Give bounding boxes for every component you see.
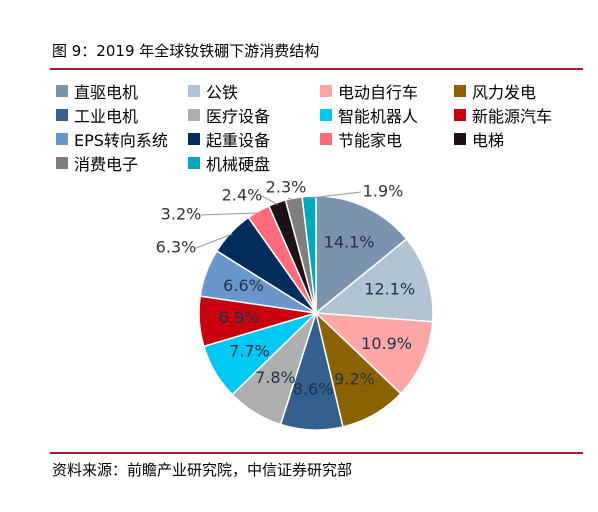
legend-swatch [188, 157, 200, 169]
slice-value-label: 6.6% [223, 276, 264, 295]
legend-swatch [454, 133, 466, 145]
slice-value-label: 12.1% [364, 279, 415, 298]
legend-label: 消费电子 [74, 155, 139, 174]
pie-slice [313, 312, 434, 395]
legend-swatch [320, 133, 332, 145]
legend-item: 电动自行车 [320, 80, 418, 102]
legend-swatch [56, 157, 68, 169]
slice-value-label: 8.6% [293, 380, 334, 399]
legend-label: 公铁 [206, 83, 239, 102]
legend-item: 机械硬盘 [188, 152, 270, 174]
leader-lines [195, 191, 362, 249]
leader-line [309, 191, 362, 199]
slice-value-label: 14.1% [324, 233, 375, 252]
slice-value-label: 7.7% [229, 342, 270, 361]
title-rule [50, 68, 583, 70]
legend-label: 机械硬盘 [206, 155, 271, 174]
legend-swatch [188, 133, 200, 145]
legend-label: 直驱电机 [74, 83, 139, 102]
leader-line [261, 195, 278, 206]
legend-label: 智能机器人 [338, 107, 419, 126]
leader-line [195, 233, 233, 249]
slice-value-label: 2.4% [222, 186, 263, 205]
legend-label: 工业电机 [74, 107, 139, 126]
legend-item: 电梯 [454, 128, 504, 150]
legend-label: 起重设备 [206, 131, 271, 150]
slice-value-label: 6.9% [219, 308, 260, 327]
legend-swatch [188, 109, 200, 121]
legend-item: 消费电子 [56, 152, 138, 174]
legend-label: 电动自行车 [338, 83, 419, 102]
legend-swatch [188, 85, 200, 97]
legend-swatch [56, 85, 68, 97]
slice-value-label: 7.8% [255, 368, 296, 387]
legend-item: 智能机器人 [320, 104, 418, 126]
legend-item: 公铁 [188, 80, 238, 102]
legend-swatch [320, 109, 332, 121]
legend-item: 新能源汽车 [454, 104, 552, 126]
legend-item: 起重设备 [188, 128, 270, 150]
slice-value-label: 9.2% [334, 370, 375, 389]
legend-swatch [454, 109, 466, 121]
legend-item: 医疗设备 [188, 104, 270, 126]
figure-title: 图 9：2019 年全球钕铁硼下游消费结构 [52, 42, 320, 60]
legend: 直驱电机 公铁 电动自行车 风力发电工业电机 医疗设备 智能机器人 新能源汽车 EPS转向系统… [56, 80, 596, 180]
legend-label: EPS转向系统 [74, 131, 168, 150]
source-rule [50, 452, 583, 454]
pie-slices [198, 195, 434, 431]
leader-line [200, 212, 260, 216]
legend-label: 新能源汽车 [472, 107, 553, 126]
legend-label: 节能家电 [338, 131, 403, 150]
legend-label: 医疗设备 [206, 107, 271, 126]
data-labels: 14.1% 12.1% 10.9% 9.2%8.6%7.8% 7.7% 6.9% 6.6% 6… [156, 178, 415, 399]
slice-value-label: 6.3% [156, 238, 197, 257]
legend-item: 节能家电 [320, 128, 402, 150]
slice-value-label: 1.9% [363, 182, 404, 201]
slice-value-label: 3.2% [161, 205, 202, 224]
legend-swatch [454, 85, 466, 97]
legend-label: 风力发电 [472, 83, 537, 102]
pie-slice [301, 195, 317, 314]
slice-value-label: 2.3% [266, 178, 307, 197]
slice-value-label: 10.9% [361, 334, 412, 353]
legend-item: EPS转向系统 [56, 128, 168, 150]
leader-line [287, 197, 295, 201]
legend-item: 直驱电机 [56, 80, 138, 102]
legend-item: 工业电机 [56, 104, 138, 126]
source-note: 资料来源：前瞻产业研究院，中信证券研究部 [52, 461, 353, 479]
legend-swatch [56, 133, 68, 145]
legend-label: 电梯 [472, 131, 505, 150]
legend-item: 风力发电 [454, 80, 536, 102]
pie-slice [314, 237, 434, 323]
legend-swatch [56, 109, 68, 121]
legend-swatch [320, 85, 332, 97]
